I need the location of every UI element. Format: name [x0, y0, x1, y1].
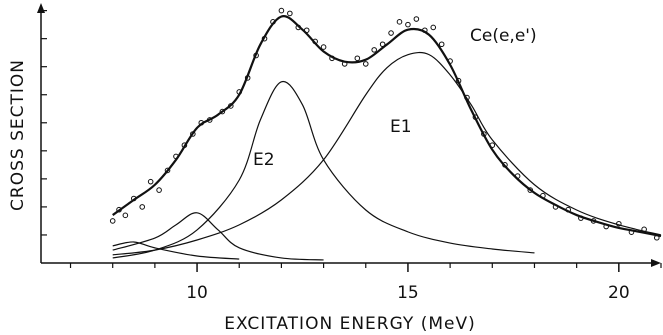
- x-axis-label: EXCITATION ENERGY (MeV): [224, 314, 475, 334]
- data-point: [371, 47, 377, 53]
- fit-curve: [112, 15, 662, 238]
- y-axis-arrow: [37, 3, 45, 13]
- x-tick-label: 15: [397, 283, 419, 303]
- data-point: [139, 204, 146, 210]
- annotation: E1: [390, 117, 412, 137]
- x-tick-label: 20: [608, 283, 630, 303]
- data-point: [438, 41, 445, 48]
- annotation: Ce(e,e'): [470, 26, 537, 46]
- fit-curve: [112, 212, 324, 261]
- data-point: [156, 187, 162, 193]
- data-point: [396, 19, 403, 25]
- x-tick-label: 10: [186, 283, 208, 303]
- data-point: [388, 30, 394, 36]
- data-point: [413, 16, 420, 22]
- data-point: [320, 44, 327, 50]
- data-point: [122, 212, 129, 219]
- fit-curve: [112, 51, 662, 256]
- data-point: [430, 24, 437, 31]
- data-point: [405, 21, 411, 28]
- annotation: E2: [253, 150, 275, 170]
- data-point: [109, 218, 116, 224]
- x-axis-arrow: [651, 259, 661, 267]
- data-point: [362, 61, 369, 67]
- fit-curve: [112, 241, 240, 260]
- data-point: [287, 10, 293, 17]
- fit-curve: [112, 80, 535, 259]
- data-point: [147, 178, 154, 185]
- y-axis-label: CROSS SECTION: [8, 59, 28, 211]
- data-point: [278, 7, 285, 14]
- data-point: [354, 55, 361, 62]
